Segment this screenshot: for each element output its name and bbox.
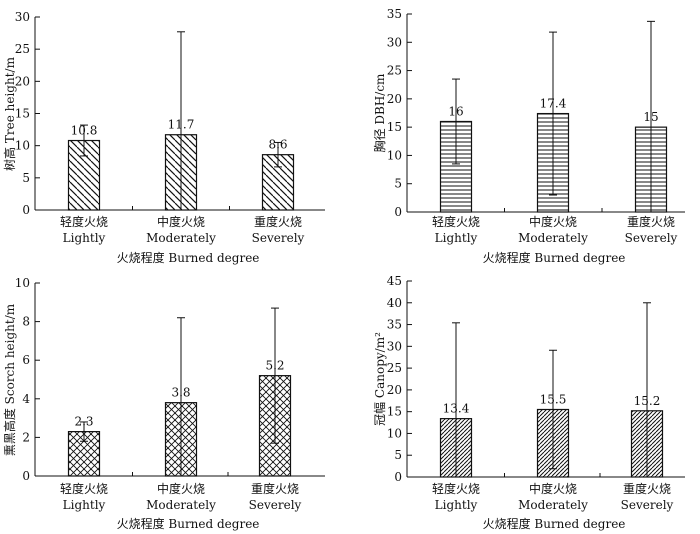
- x-tick-label: 重度火烧: [623, 481, 671, 496]
- x-tick-label-en: Moderately: [146, 231, 216, 245]
- y-tick-label: 15: [15, 107, 30, 121]
- x-tick-label: 重度火烧: [251, 481, 299, 496]
- x-tick-label-en: Moderately: [146, 498, 216, 512]
- y-tick-label: 8: [22, 315, 30, 329]
- y-tick-label: 30: [387, 35, 402, 49]
- x-tick-label-en: Severely: [625, 231, 678, 245]
- x-axis-title: 火烧程度 Burned degree: [483, 250, 626, 265]
- x-tick-label: 轻度火烧: [60, 214, 108, 229]
- y-tick-label: 20: [387, 383, 402, 397]
- x-tick-label: 轻度火烧: [432, 214, 480, 229]
- x-tick-label: 中度火烧: [529, 481, 577, 496]
- x-tick-label-en: Severely: [249, 498, 302, 512]
- y-axis-title: 熏黑高度 Scorch height/m: [2, 303, 17, 456]
- y-tick-label: 2: [22, 430, 30, 444]
- x-tick-label: 中度火烧: [529, 214, 577, 229]
- y-tick-label: 15: [387, 405, 402, 419]
- x-tick-label: 轻度火烧: [60, 481, 108, 496]
- y-tick-label: 30: [15, 10, 30, 24]
- x-tick-label-en: Moderately: [518, 231, 588, 245]
- y-axis-title: 冠幅 Canopy/m²: [372, 332, 387, 426]
- data-label: 15.2: [634, 394, 661, 408]
- x-tick-label-en: Lightly: [63, 498, 106, 512]
- y-tick-label: 5: [394, 448, 402, 462]
- x-axis-title: 火烧程度 Burned degree: [117, 250, 260, 265]
- y-tick-label: 0: [394, 470, 402, 484]
- dbh-chart: 0 5 10 15 20 25 30 35 16 轻度火烧 Lightly 17.4 中度火烧 Moder…: [372, 7, 685, 265]
- data-label: 15: [643, 110, 658, 124]
- y-tick-label: 0: [22, 469, 30, 483]
- y-tick-label: 10: [387, 426, 402, 440]
- y-axis-title: 胸径 DBH/cm: [372, 73, 387, 152]
- y-tick-label: 25: [15, 42, 30, 56]
- y-axis-title: 树高 Tree height/m: [2, 56, 17, 171]
- y-tick-label: 10: [387, 148, 402, 162]
- data-label: 8.6: [268, 138, 287, 152]
- data-label: 11.7: [168, 118, 195, 132]
- y-tick-label: 30: [387, 339, 402, 353]
- y-tick-label: 5: [394, 177, 402, 191]
- data-label: 16: [448, 104, 463, 118]
- y-tick-label: 10: [15, 276, 30, 290]
- y-tick-label: 5: [22, 171, 30, 185]
- data-label: 2.3: [74, 415, 93, 429]
- y-tick-label: 6: [22, 353, 30, 367]
- y-tick-label: 20: [15, 74, 30, 88]
- x-tick-label-en: Moderately: [518, 498, 588, 512]
- tree-height-chart: 0 5 10 15 20 25 30 10.8 轻度火烧 Lightly 11.7 中度火烧 Moder…: [2, 10, 325, 265]
- x-tick-label-en: Lightly: [435, 231, 478, 245]
- x-tick-label-en: Lightly: [435, 498, 478, 512]
- data-label: 3.8: [171, 386, 190, 400]
- x-tick-label-en: Severely: [621, 498, 674, 512]
- y-tick-label: 15: [387, 120, 402, 134]
- x-tick-label: 重度火烧: [254, 214, 302, 229]
- y-tick-label: 4: [22, 392, 30, 406]
- canopy-chart: 0 5 10 15 20 25 30 35 40 45 13.4 轻度火烧 Lightly 15.5 中度火…: [372, 274, 685, 531]
- x-axis-title: 火烧程度 Burned degree: [483, 516, 626, 531]
- data-label: 10.8: [71, 124, 98, 138]
- y-tick-label: 10: [15, 139, 30, 153]
- y-tick-label: 35: [387, 318, 402, 332]
- x-tick-label-en: Lightly: [63, 231, 106, 245]
- data-label: 17.4: [540, 97, 567, 111]
- y-tick-label: 45: [387, 274, 402, 288]
- data-label: 15.5: [540, 392, 567, 406]
- x-tick-label: 重度火烧: [627, 214, 675, 229]
- data-label: 13.4: [443, 402, 470, 416]
- y-tick-label: 25: [387, 361, 402, 375]
- x-tick-label-en: Severely: [252, 231, 305, 245]
- y-tick-label: 35: [387, 7, 402, 21]
- y-tick-label: 40: [387, 296, 402, 310]
- data-label: 5.2: [265, 359, 284, 373]
- x-tick-label: 轻度火烧: [432, 481, 480, 496]
- scorch-height-chart: 0 2 4 6 8 10 2.3 轻度火烧 Lightly 3.8 中度火烧 Moderately 5.…: [2, 276, 325, 531]
- y-tick-label: 0: [22, 203, 30, 217]
- x-tick-label: 中度火烧: [157, 214, 205, 229]
- x-tick-label: 中度火烧: [157, 481, 205, 496]
- x-axis-title: 火烧程度 Burned degree: [117, 516, 260, 531]
- y-tick-label: 25: [387, 64, 402, 78]
- y-tick-label: 0: [394, 205, 402, 219]
- y-tick-label: 20: [387, 92, 402, 106]
